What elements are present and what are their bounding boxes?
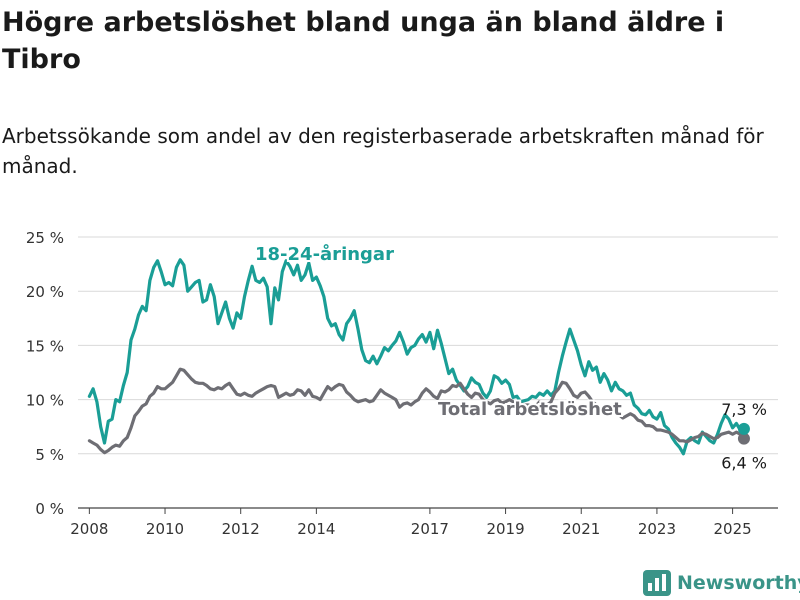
chart-title: Högre arbetslöshet bland unga än bland ä… xyxy=(2,7,725,75)
y-axis: 0 % 5 % 10 % 15 % 20 % 25 % xyxy=(26,229,64,518)
x-tick-label: 2010 xyxy=(146,520,184,538)
x-tick-label: 2019 xyxy=(486,520,524,538)
series-group xyxy=(87,258,746,456)
series-line xyxy=(87,367,746,455)
brand-logo: Newsworthy xyxy=(643,570,800,596)
bar-chart-logo-icon xyxy=(643,570,671,596)
y-tick-label: 25 % xyxy=(26,229,64,247)
x-tick-label: 2012 xyxy=(222,520,260,538)
series-line xyxy=(87,258,746,456)
chart-subtitle: Arbetssökande som andel av den registerb… xyxy=(2,124,764,178)
series-labels: 18-24-åringar Total arbetslöshet 7,3 % 6,4 … xyxy=(253,241,767,473)
series-label-youth: 18-24-åringar xyxy=(255,243,394,265)
end-label-youth: 7,3 % xyxy=(721,400,767,419)
x-tick-label: 2008 xyxy=(70,520,108,538)
brand-name: Newsworthy xyxy=(677,572,800,594)
y-tick-label: 10 % xyxy=(26,392,64,410)
series-end-point xyxy=(737,432,750,445)
series-label-total: Total arbetslöshet xyxy=(438,399,622,420)
x-tick-label: 2023 xyxy=(638,520,676,538)
x-axis: 2008 2010 2012 2014 2017 2019 2021 2023 2025 xyxy=(70,508,752,538)
y-tick-label: 0 % xyxy=(35,500,64,518)
x-tick-label: 2017 xyxy=(411,520,449,538)
x-tick-label: 2021 xyxy=(562,520,600,538)
end-label-total: 6,4 % xyxy=(721,454,767,473)
series-end-point xyxy=(737,422,750,435)
y-tick-label: 15 % xyxy=(26,337,64,355)
y-tick-label: 20 % xyxy=(26,283,64,301)
x-tick-label: 2025 xyxy=(714,520,752,538)
y-tick-label: 5 % xyxy=(35,446,64,464)
x-tick-label: 2014 xyxy=(297,520,335,538)
chart-grid xyxy=(78,236,778,509)
